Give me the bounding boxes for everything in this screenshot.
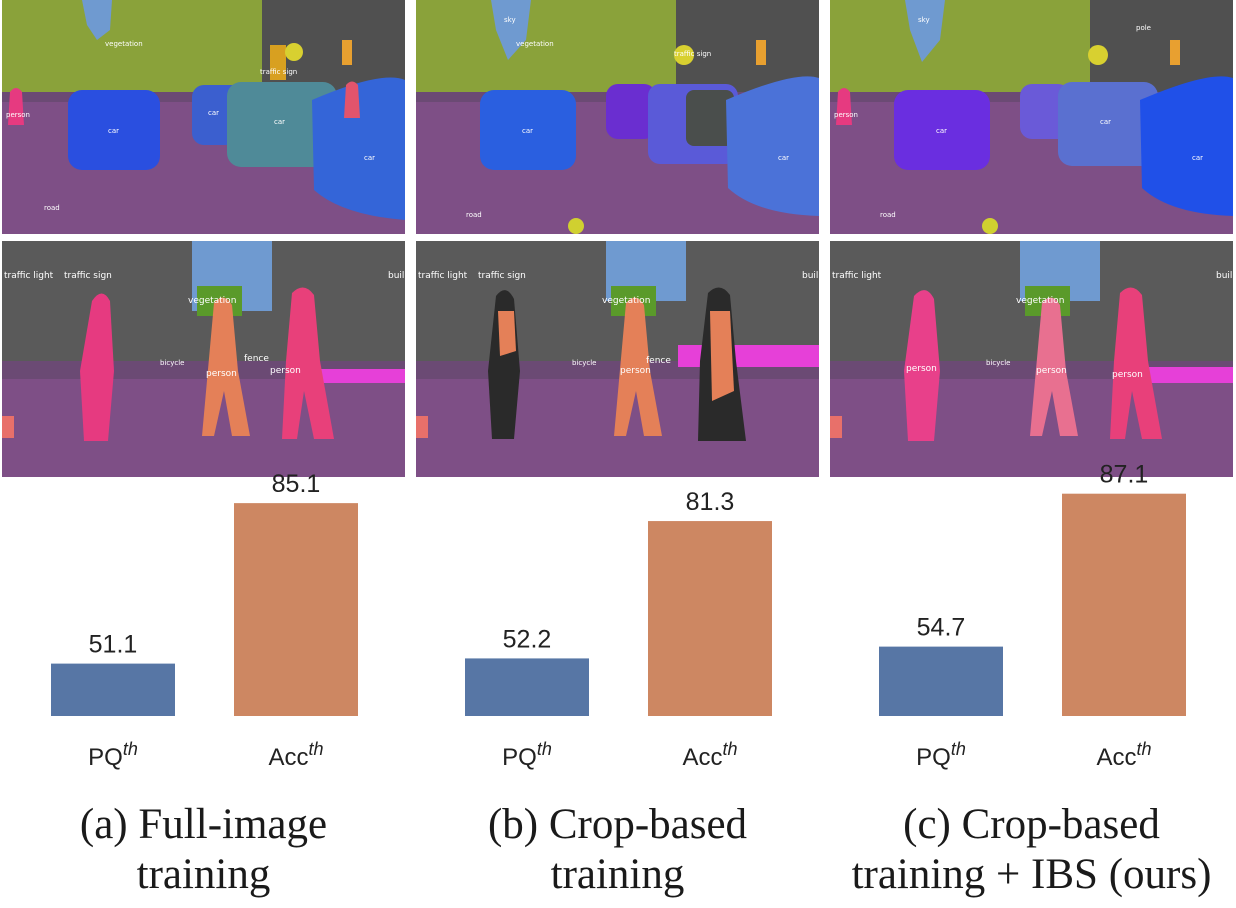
segmentation-street-scene-a: vegetation traffic sign person car car c… bbox=[2, 0, 405, 234]
tick-label-pq: PQth bbox=[502, 739, 552, 771]
segmentation-pedestrian-scene-a: traffic light traffic sign vegetation fe… bbox=[2, 241, 405, 477]
caption-line-1: (b) Crop-based bbox=[487, 801, 748, 848]
label-car-1: car bbox=[522, 127, 533, 135]
bar-chart-b: 52.2 PQth 81.3 Accth bbox=[416, 480, 819, 780]
bar-acc bbox=[1062, 493, 1186, 716]
tick-superscript: th bbox=[723, 739, 738, 759]
label-building: buil bbox=[802, 271, 818, 281]
label-vegetation-b: vegetation bbox=[188, 296, 236, 306]
bar-pq bbox=[879, 646, 1003, 716]
tick-label-pq: PQth bbox=[916, 739, 966, 771]
label-car-3: car bbox=[274, 118, 285, 126]
value-label-pq: 52.2 bbox=[503, 625, 552, 653]
label-person-2: person bbox=[270, 366, 301, 376]
label-person-1: person bbox=[206, 369, 237, 379]
label-person: person bbox=[6, 111, 30, 119]
tick-label-acc: Accth bbox=[268, 739, 323, 771]
label-road: road bbox=[880, 211, 896, 219]
label-fence: fence bbox=[244, 354, 269, 364]
caption-b: (b) Crop-based training bbox=[416, 800, 819, 900]
label-person-1: person bbox=[906, 364, 937, 374]
panel-b: sky vegetation traffic sign car car road… bbox=[416, 0, 819, 908]
tick-superscript: th bbox=[951, 739, 966, 759]
label-vegetation: vegetation bbox=[105, 40, 143, 48]
label-bicycle: bicycle bbox=[986, 359, 1010, 367]
label-traffic-sign-b: traffic sign bbox=[478, 271, 526, 281]
label-building: buil bbox=[388, 271, 404, 281]
caption-line-2: training bbox=[136, 851, 271, 898]
label-person: person bbox=[834, 111, 858, 119]
label-traffic-sign: traffic sign bbox=[674, 50, 711, 58]
caption-a: (a) Full-image training bbox=[2, 800, 405, 900]
segmentation-street-scene-b: sky vegetation traffic sign car car road bbox=[416, 0, 819, 234]
label-car-2: car bbox=[778, 154, 789, 162]
label-car-1: car bbox=[936, 127, 947, 135]
label-road: road bbox=[466, 211, 482, 219]
caption-line-1: (a) Full-image bbox=[79, 801, 328, 848]
label-person-1: person bbox=[620, 366, 651, 376]
value-label-acc: 87.1 bbox=[1100, 461, 1149, 489]
caption-c: (c) Crop-based training + IBS (ours) bbox=[830, 800, 1233, 900]
segmentation-street-scene-c: sky pole person car car car road bbox=[830, 0, 1233, 234]
segmentation-pedestrian-scene-b: traffic light traffic sign vegetation fe… bbox=[416, 241, 819, 477]
panel-c: sky pole person car car car road traffic… bbox=[830, 0, 1233, 908]
label-traffic-sign-b: traffic sign bbox=[64, 271, 112, 281]
label-bicycle: bicycle bbox=[160, 359, 184, 367]
label-bicycle: bicycle bbox=[572, 359, 596, 367]
caption-line-2: training bbox=[550, 851, 685, 898]
label-road: road bbox=[44, 204, 60, 212]
tick-superscript: th bbox=[123, 739, 138, 759]
bar-chart-c: 54.7 PQth 87.1 Accth bbox=[830, 461, 1233, 780]
tick-superscript: th bbox=[537, 739, 552, 759]
value-label-acc: 81.3 bbox=[686, 488, 735, 516]
label-fence: fence bbox=[646, 356, 671, 366]
caption-line-2: training + IBS (ours) bbox=[851, 851, 1212, 898]
bar-acc bbox=[234, 503, 358, 716]
value-label-acc: 85.1 bbox=[272, 470, 321, 498]
label-traffic-sign: traffic sign bbox=[260, 68, 297, 76]
panel-a: vegetation traffic sign person car car c… bbox=[2, 0, 405, 908]
bar-acc bbox=[648, 521, 772, 716]
label-car-3: car bbox=[1192, 154, 1203, 162]
label-car-4: car bbox=[364, 154, 375, 162]
label-vegetation-b: vegetation bbox=[1016, 296, 1064, 306]
tick-label-pq: PQth bbox=[88, 739, 138, 771]
label-car-1: car bbox=[108, 127, 119, 135]
label-car-2: car bbox=[1100, 118, 1111, 126]
tick-superscript: th bbox=[309, 739, 324, 759]
bar-pq bbox=[51, 663, 175, 716]
label-sky: sky bbox=[504, 16, 516, 24]
label-building: buil bbox=[1216, 271, 1232, 281]
label-pole: pole bbox=[1136, 24, 1151, 32]
label-person-3: person bbox=[1112, 370, 1143, 380]
bar-pq bbox=[465, 658, 589, 716]
label-traffic-light: traffic light bbox=[4, 271, 54, 281]
label-car-2: car bbox=[208, 109, 219, 117]
tick-label-acc: Accth bbox=[1096, 739, 1151, 771]
label-traffic-light: traffic light bbox=[832, 271, 882, 281]
segmentation-pedestrian-scene-c: traffic light vegetation person person p… bbox=[830, 241, 1233, 477]
value-label-pq: 54.7 bbox=[917, 614, 966, 642]
label-sky: sky bbox=[918, 16, 930, 24]
label-vegetation-b: vegetation bbox=[602, 296, 650, 306]
value-label-pq: 51.1 bbox=[89, 631, 138, 659]
label-traffic-light: traffic light bbox=[418, 271, 468, 281]
caption-line-1: (c) Crop-based bbox=[903, 801, 1160, 848]
tick-superscript: th bbox=[1137, 739, 1152, 759]
label-person-2: person bbox=[1036, 366, 1067, 376]
label-vegetation: vegetation bbox=[516, 40, 554, 48]
bar-chart-a: 51.1 PQth 85.1 Accth bbox=[2, 470, 405, 780]
tick-label-acc: Accth bbox=[682, 739, 737, 771]
